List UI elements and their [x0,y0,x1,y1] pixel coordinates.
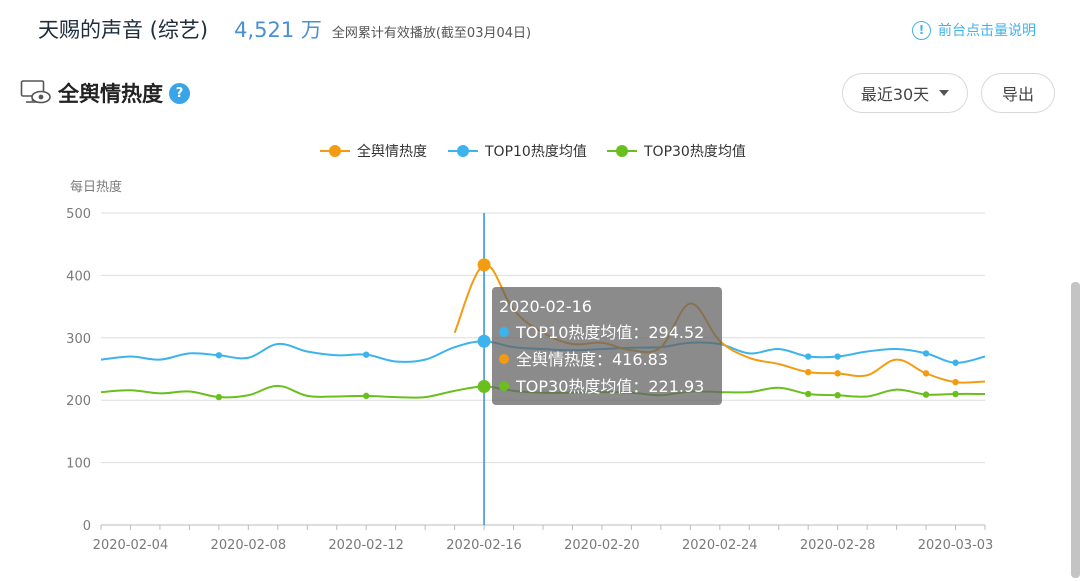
help-link-label: 前台点击量说明 [938,23,1036,39]
tooltip-box [492,287,722,405]
legend-marker [616,145,628,157]
hover-point [477,380,491,394]
x-tick-label: 2020-03-03 [918,538,994,553]
data-point [805,353,812,360]
show-title: 天赐的声音 (综艺) [38,18,209,42]
tooltip-row: TOP30热度均值：221.93 [515,377,704,396]
data-point [834,353,841,360]
caret-down-icon [939,90,950,96]
data-point [215,393,223,401]
info-circle-icon: ! [912,20,931,40]
data-point [805,390,812,398]
tooltip-row: TOP10热度均值：294.52 [515,323,704,342]
y-axis-label: 每日热度 [70,179,122,195]
data-point [363,392,370,400]
tooltip-date: 2020-02-16 [499,297,592,316]
legend-item[interactable]: TOP30热度均值 [607,144,746,160]
y-tick-label: 200 [66,394,91,409]
x-tick-label: 2020-02-04 [93,538,169,553]
section-header: 全舆情热度 ? [20,78,190,108]
section-title: 全舆情热度 [58,82,163,106]
x-tick-label: 2020-02-08 [211,538,287,553]
data-point [952,390,959,398]
date-range-label: 最近30天 [860,85,930,104]
chart-legend: 全舆情热度 TOP10热度均值 TOP30热度均值 [320,143,746,160]
y-tick-label: 300 [66,332,91,347]
hover-point [477,334,491,348]
question-icon[interactable]: ? [169,82,190,104]
data-point [834,370,841,377]
data-point [922,370,930,377]
export-label: 导出 [1001,85,1034,104]
tooltip-marker [499,327,509,337]
tooltip-marker [499,354,509,364]
x-tick-label: 2020-02-24 [682,538,758,553]
click-count-help-link[interactable]: ! 前台点击量说明 [912,20,1036,40]
data-point [922,350,930,357]
x-tick-label: 2020-02-20 [564,538,640,553]
x-tick-label: 2020-02-28 [800,538,876,553]
hover-point [477,258,491,272]
data-point [952,359,959,366]
data-point [952,378,959,386]
tooltip-row: 全舆情热度：416.83 [516,350,668,369]
legend-item[interactable]: TOP10热度均值 [448,144,587,160]
data-point [805,368,812,376]
legend-item[interactable]: 全舆情热度 [320,143,427,160]
y-tick-label: 100 [66,457,91,472]
heat-line-chart: 全舆情热度 TOP10热度均值 TOP30热度均值 每日热度 0 100 200 300 4… [66,143,994,553]
y-tick-label: 500 [66,207,91,222]
legend-label: TOP30热度均值 [643,144,746,160]
legend-marker [457,145,469,157]
tooltip-marker [499,381,509,391]
legend-marker [329,145,341,157]
monitor-eye-icon [20,80,51,104]
play-note: 全网累计有效播放(截至03月04日) [331,26,532,41]
y-tick-label: 400 [66,269,91,284]
date-range-select[interactable]: 最近30天 [842,73,968,113]
data-point [363,351,370,358]
play-count: 4,521 万 [234,18,322,42]
data-point [215,352,223,359]
y-tick-label: 0 [83,519,91,534]
data-point [922,391,930,398]
data-point [834,392,841,399]
scrollbar-thumb[interactable] [1071,282,1080,578]
legend-label: 全舆情热度 [357,143,427,160]
export-button[interactable]: 导出 [981,73,1055,113]
header: 天赐的声音 (综艺) 4,521 万 全网累计有效播放(截至03月04日) [38,14,531,50]
legend-label: TOP10热度均值 [484,144,587,160]
x-tick-label: 2020-02-16 [446,538,522,553]
chart-axes: 2020-02-04 2020-02-08 2020-02-12 2020-02-16… [93,525,994,553]
x-tick-label: 2020-02-12 [328,538,404,553]
chart-tooltip: 2020-02-16 TOP10热度均值：294.52 全舆情热度：416.83 TO… [477,213,722,525]
